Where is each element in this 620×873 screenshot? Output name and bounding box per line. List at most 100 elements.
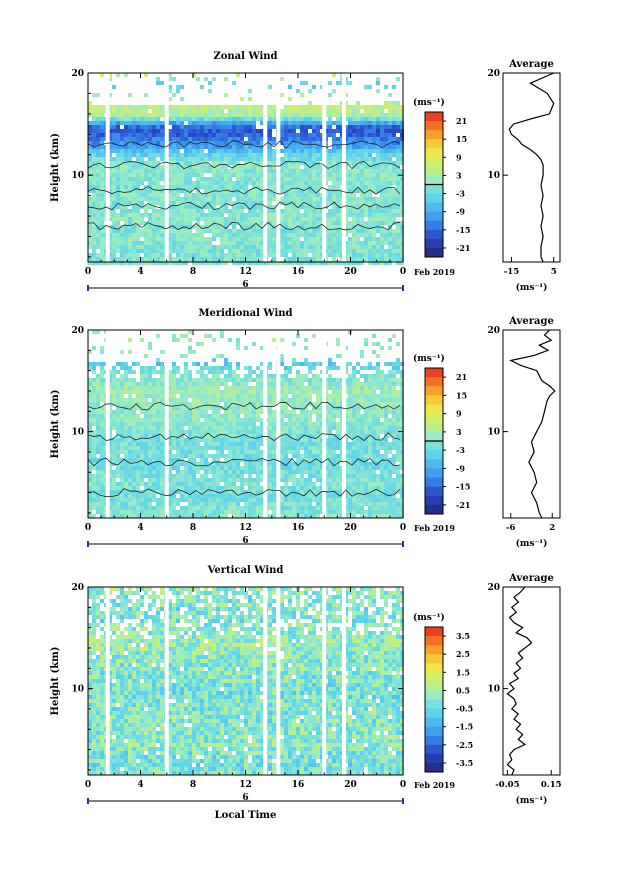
heatmap-cell — [160, 414, 164, 418]
heatmap-cell — [364, 342, 368, 346]
heatmap-cell — [152, 442, 156, 446]
heatmap-cell — [116, 121, 120, 125]
heatmap-cell — [204, 189, 208, 193]
heatmap-cell — [88, 145, 92, 149]
heatmap-cell — [236, 197, 240, 201]
heatmap-cell — [312, 382, 316, 386]
heatmap-cell — [180, 334, 184, 338]
colorbar-segment — [425, 130, 443, 140]
heatmap-cell — [380, 197, 384, 201]
heatmap-cell — [180, 237, 184, 241]
data-gap — [276, 73, 281, 262]
heatmap-cell — [296, 225, 300, 229]
heatmap-cell — [360, 197, 364, 201]
heatmap-cell — [184, 189, 188, 193]
heatmap-cell — [252, 233, 256, 237]
heatmap-cell — [344, 129, 348, 133]
heatmap-cell — [332, 386, 336, 390]
heatmap-cell — [292, 418, 296, 422]
heatmap-cell — [228, 442, 232, 446]
heatmap-cell — [224, 446, 228, 450]
heatmap-cell — [256, 145, 260, 149]
heatmap-cell — [240, 153, 244, 157]
heatmap-cell — [236, 398, 240, 402]
heatmap-cell — [96, 129, 100, 133]
heatmap-cell — [128, 217, 132, 221]
heatmap-cell — [168, 141, 172, 145]
heatmap-cell — [360, 121, 364, 125]
heatmap-cell — [144, 137, 148, 141]
heatmap-cell — [368, 253, 372, 257]
heatmap-cell — [272, 177, 276, 181]
heatmap-cell — [172, 205, 176, 209]
heatmap-cell — [252, 370, 256, 374]
heatmap-cell — [168, 177, 172, 181]
heatmap-cell — [128, 113, 132, 117]
heatmap-cell — [188, 237, 192, 241]
heatmap-cell — [192, 414, 196, 418]
heatmap-cell — [92, 141, 96, 145]
heatmap-cell — [188, 330, 192, 334]
heatmap-cell — [316, 426, 320, 430]
heatmap-cell — [92, 201, 96, 205]
heatmap-cell — [260, 394, 264, 398]
heatmap-cell — [360, 133, 364, 137]
heatmap-cell — [336, 442, 340, 446]
heatmap-cell — [144, 93, 148, 97]
heatmap-cell — [180, 153, 184, 157]
heatmap-cell — [236, 181, 240, 185]
heatmap-cell — [320, 213, 324, 217]
heatmap-cell — [292, 145, 296, 149]
heatmap-cell — [256, 454, 260, 458]
heatmap-cell — [304, 177, 308, 181]
heatmap-cell — [224, 402, 228, 406]
heatmap-cell — [180, 85, 184, 89]
heatmap-cell — [120, 129, 124, 133]
heatmap-cell — [308, 197, 312, 201]
heatmap-cell — [108, 197, 112, 201]
heatmap-cell — [328, 241, 332, 245]
heatmap-cell — [112, 257, 116, 261]
heatmap-cell — [388, 382, 392, 386]
heatmap-cell — [124, 414, 128, 418]
heatmap-cell — [212, 173, 216, 177]
heatmap-cell — [196, 402, 200, 406]
heatmap-cell — [192, 113, 196, 117]
heatmap-cell — [396, 241, 400, 245]
heatmap-cell — [288, 113, 292, 117]
heatmap-cell — [248, 209, 252, 213]
heatmap-cell — [232, 237, 236, 241]
heatmap-cell — [316, 157, 320, 161]
heatmap-cell — [332, 402, 336, 406]
heatmap-cell — [304, 438, 308, 442]
heatmap-cell — [300, 418, 304, 422]
heatmap-cell — [368, 261, 372, 265]
heatmap-cell — [168, 406, 172, 410]
heatmap-cell — [308, 249, 312, 253]
heatmap-cell — [184, 410, 188, 414]
heatmap-cell — [260, 185, 264, 189]
heatmap-cell — [304, 121, 308, 125]
heatmap-cell — [156, 161, 160, 165]
heatmap-cell — [132, 378, 136, 382]
heatmap-cell — [352, 422, 356, 426]
heatmap-cell — [380, 249, 384, 253]
heatmap-cell — [256, 193, 260, 197]
heatmap-cell — [224, 165, 228, 169]
heatmap-cell — [284, 229, 288, 233]
heatmap-cell — [292, 201, 296, 205]
heatmap-cell — [184, 161, 188, 165]
heatmap-cell — [160, 398, 164, 402]
heatmap-cell — [388, 450, 392, 454]
heatmap-cell — [156, 221, 160, 225]
heatmap-cell — [116, 430, 120, 434]
heatmap-cell — [300, 221, 304, 225]
heatmap-cell — [392, 422, 396, 426]
heatmap-cell — [312, 386, 316, 390]
heatmap-cell — [332, 169, 336, 173]
heatmap-cell — [364, 221, 368, 225]
heatmap-cell — [272, 221, 276, 225]
heatmap-cell — [380, 430, 384, 434]
heatmap-cell — [196, 153, 200, 157]
heatmap-cell — [328, 426, 332, 430]
